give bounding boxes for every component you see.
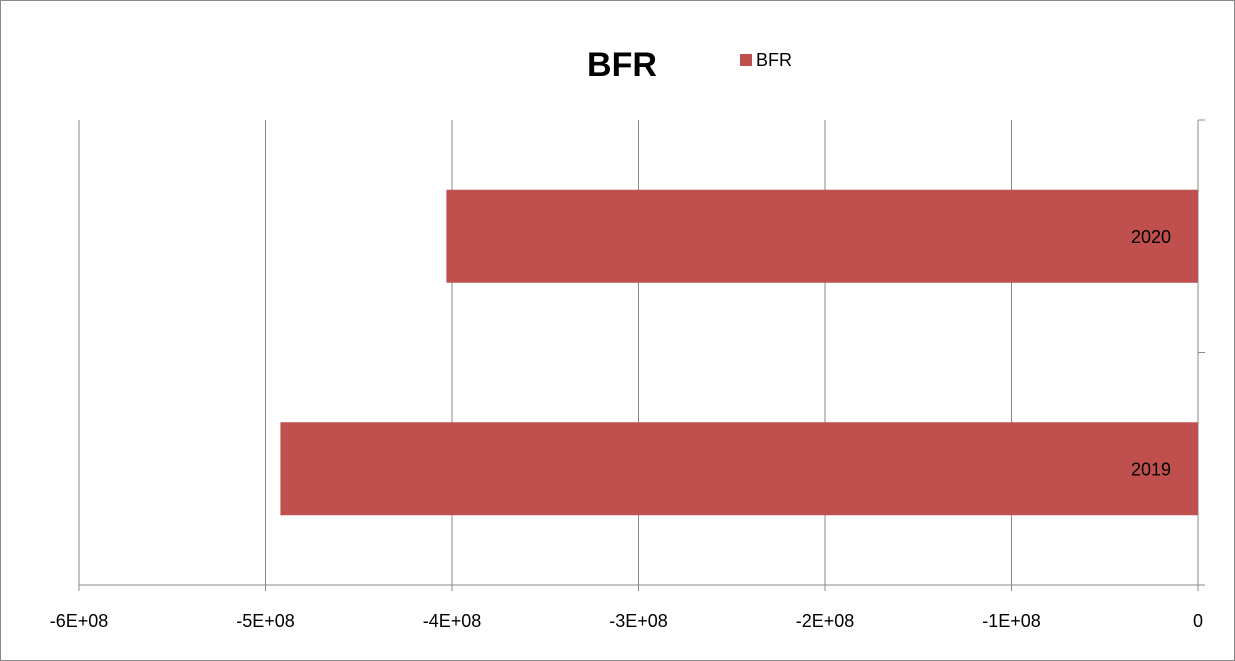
x-tick-label: -1E+08	[982, 611, 1041, 631]
legend-label: BFR	[756, 50, 792, 70]
x-tick-label: 0	[1193, 611, 1203, 631]
x-tick-label: -5E+08	[236, 611, 295, 631]
x-tick-label: -2E+08	[796, 611, 855, 631]
y-tick-label: 2020	[1131, 227, 1171, 247]
bar	[280, 422, 1198, 516]
bar	[446, 189, 1198, 283]
legend-swatch	[740, 54, 752, 66]
y-tick-label: 2019	[1131, 460, 1171, 480]
x-tick-label: -3E+08	[609, 611, 668, 631]
x-tick-label: -4E+08	[423, 611, 482, 631]
chart-title: BFR	[587, 46, 657, 84]
x-tick-label: -6E+08	[50, 611, 109, 631]
